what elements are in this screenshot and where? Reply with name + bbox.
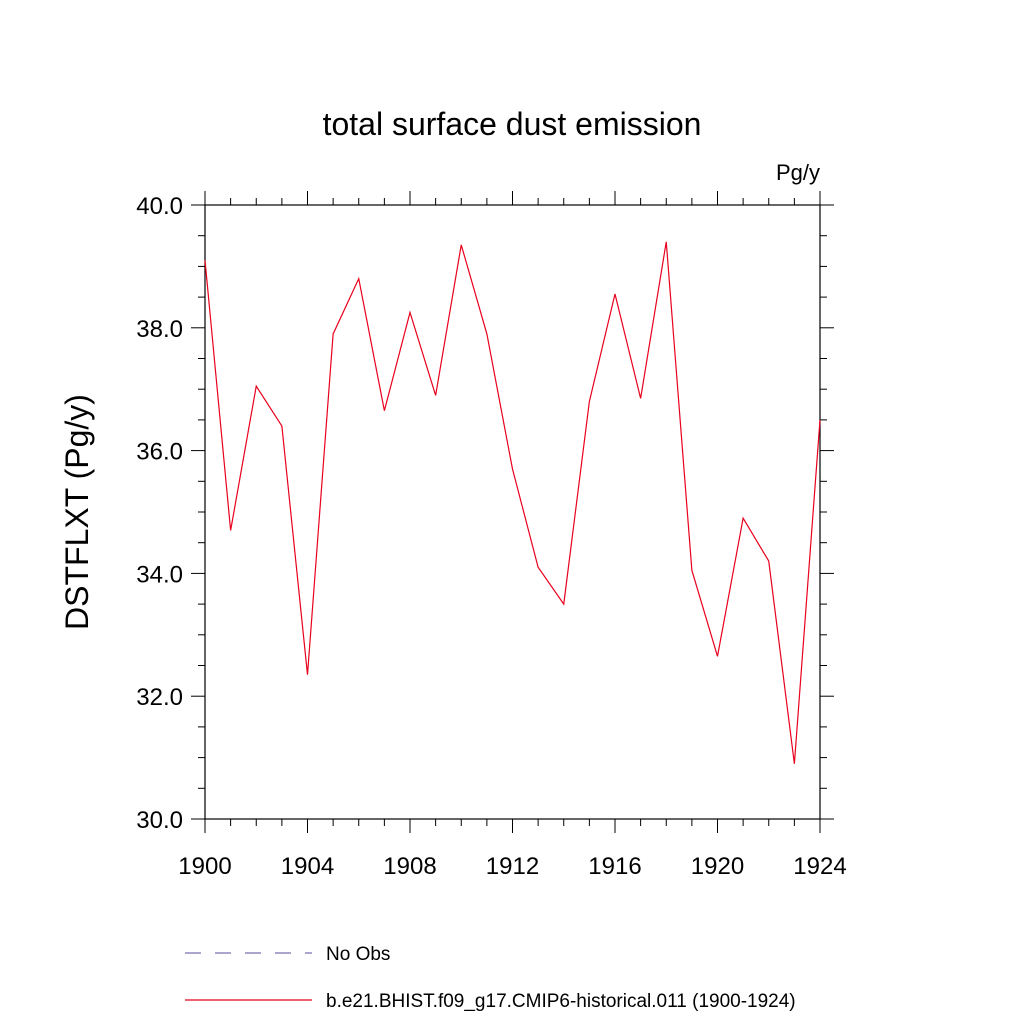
y-tick-label: 36.0 [136,439,183,466]
units-label: Pg/y [776,160,820,185]
legend-label: No Obs [326,944,390,965]
legend: No Obs b.e21.BHIST.f09_g17.CMIP6-historic… [185,944,796,1012]
legend-label: b.e21.BHIST.f09_g17.CMIP6-historical.011… [326,991,796,1012]
y-tick-label: 32.0 [136,684,183,711]
axis-tick-labels: 1900 1904 1908 1912 1916 1920 1924 30.0 32.0 34.0… [136,193,846,880]
series-layer [204,241,821,764]
plot-frame [204,204,821,820]
y-tick-label: 34.0 [136,561,183,588]
x-tick-label: 1900 [178,853,231,880]
y-tick-label: 30.0 [136,807,183,834]
x-tick-label: 1924 [793,853,846,880]
y-tick-label: 40.0 [136,193,183,220]
chart-title: total surface dust emission [323,106,702,142]
x-tick-label: 1908 [383,853,436,880]
x-tick-label: 1912 [486,853,539,880]
axis-ticks [191,191,834,833]
y-axis-label: DSTFLXT (Pg/y) [59,394,95,630]
x-tick-label: 1920 [691,853,744,880]
x-tick-label: 1904 [281,853,334,880]
y-tick-label: 38.0 [136,316,183,343]
x-tick-label: 1916 [588,853,641,880]
series-line [204,241,821,764]
